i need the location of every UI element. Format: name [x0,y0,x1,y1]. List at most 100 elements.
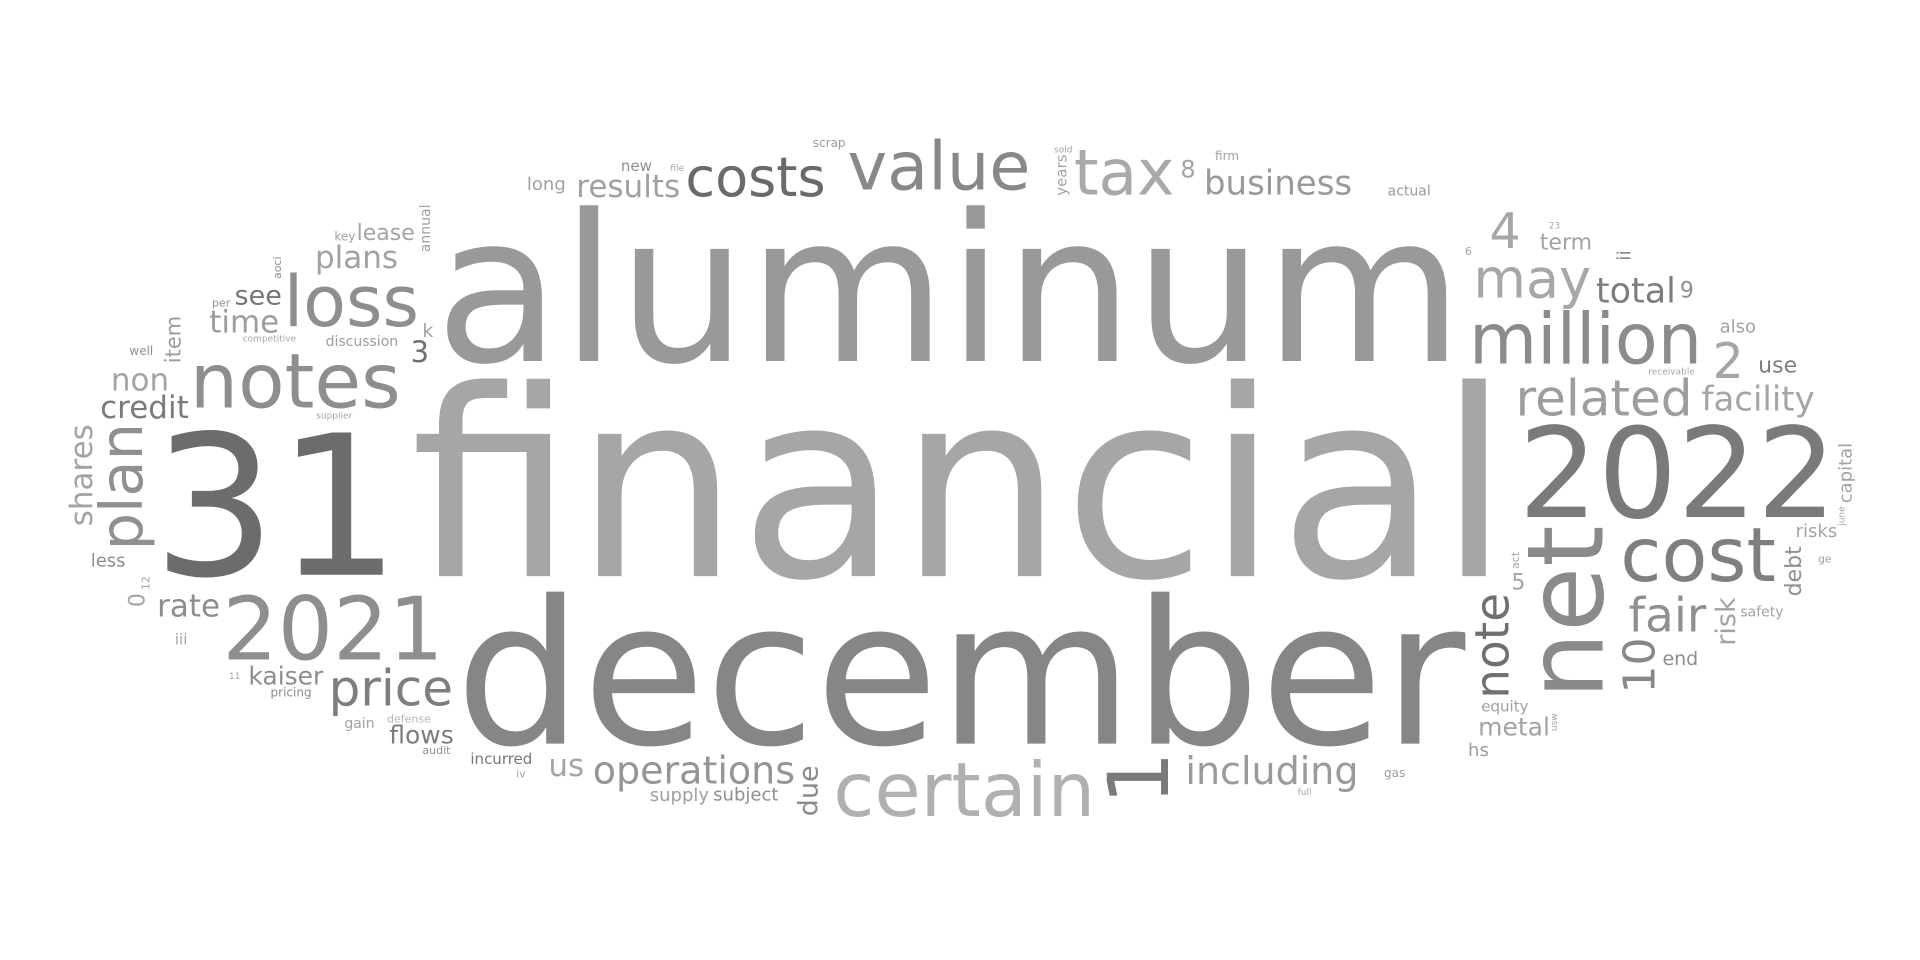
cloud-word: actual [1388,183,1431,199]
cloud-word: use [1758,354,1797,379]
cloud-word: december [455,559,1466,792]
cloud-word: new [621,157,652,175]
cloud-word: 23 [1549,221,1560,231]
cloud-word: ii [1613,250,1635,261]
cloud-word: annual [418,205,434,253]
cloud-word: total [1596,271,1676,311]
cloud-word: supplier [316,412,352,422]
cloud-word: long [527,174,566,195]
cloud-word: debt [1782,546,1807,596]
cloud-word: lease [357,221,415,246]
cloud-word: gain [344,716,374,732]
cloud-word: due [793,765,824,816]
cloud-word: iv [516,767,526,780]
cloud-word: 31 [152,394,400,621]
cloud-word: price [329,660,453,718]
cloud-word: business [1204,163,1352,203]
cloud-word: well [129,344,153,358]
cloud-word: years [1052,154,1070,195]
cloud-word: plans [315,240,398,276]
cloud-word: supply [650,785,710,806]
cloud-word: 6 [1465,245,1472,258]
cloud-word: 12 [139,576,152,590]
cloud-word: value [848,127,1031,205]
cloud-word: 11 [229,672,240,682]
cloud-word: subject [713,784,778,805]
cloud-word: firm [1215,149,1239,163]
cloud-word: usw [1550,713,1560,731]
cloud-word: risk [1711,597,1742,646]
cloud-word: sold [1054,146,1072,156]
cloud-word: 1 [1090,751,1188,804]
cloud-word: june [1837,506,1847,527]
cloud-word: item [161,316,185,363]
cloud-word: certain [833,746,1095,834]
cloud-word: notes [190,336,401,425]
cloud-word: 5 [1511,570,1525,595]
cloud-word: less [91,550,126,571]
cloud-word: scrap [813,136,846,150]
cloud-word: defense [387,712,431,725]
cloud-word: operations [593,748,795,792]
cloud-word: 2021 [222,578,443,680]
cloud-word: end [1662,648,1698,670]
cloud-word: financial [411,336,1510,638]
cloud-word: file [670,164,684,174]
cloud-word: iii [175,631,188,649]
cloud-word: 2 [1713,333,1744,390]
cloud-word: results [576,169,680,205]
cloud-word: 9 [1680,278,1694,303]
cloud-word: safety [1740,604,1783,620]
cloud-word: 2022 [1518,402,1836,547]
cloud-word: net [1504,525,1627,699]
cloud-word: also [1720,316,1756,337]
cloud-word: 8 [1180,156,1195,184]
cloud-word: k [422,320,433,342]
cloud-word: tax [1074,137,1175,210]
cloud-word: costs [685,146,825,209]
cloud-word: discussion [326,334,399,350]
cloud-word: cost [1620,511,1776,599]
cloud-word: time [209,304,279,340]
cloud-word: kaiser [248,662,324,691]
cloud-word: risks [1796,521,1838,542]
cloud-word: term [1540,231,1592,256]
cloud-word: receivable [1648,368,1695,378]
cloud-word: plan [87,423,156,550]
cloud-word: million [1469,298,1702,380]
cloud-word: per [212,297,231,310]
cloud-word: including [1185,749,1358,793]
cloud-word: see [235,280,282,311]
cloud-word: facility [1701,379,1814,419]
cloud-word: metal [1478,712,1550,741]
cloud-word: hs [1468,740,1489,761]
cloud-word: 3 [411,335,429,369]
cloud-word: aoci [271,256,284,279]
cloud-word: act [1509,551,1522,569]
cloud-word: competitive [243,335,297,345]
cloud-word: 0 [126,593,151,607]
cloud-word: ge [1818,553,1832,566]
cloud-word: equity [1481,698,1528,716]
cloud-word: full [1298,788,1312,798]
cloud-word: audit [422,744,451,757]
cloud-word: aluminum [435,172,1464,410]
cloud-word: note [1466,593,1521,699]
cloud-word: loss [284,261,419,343]
cloud-word: shares [64,424,100,526]
cloud-word: key [334,230,355,244]
cloud-word: gas [1384,766,1405,780]
cloud-word: credit [100,390,189,426]
cloud-word: us [548,748,584,784]
cloud-word: pricing [271,686,312,700]
cloud-word: 10 [1615,637,1666,693]
cloud-word: may [1473,247,1591,310]
cloud-word: related [1516,370,1693,428]
cloud-word: flows [389,721,454,750]
cloud-word: non [111,362,169,398]
cloud-word: 4 [1489,203,1520,260]
cloud-word: rate [157,589,220,625]
cloud-word: fair [1628,588,1706,643]
cloud-word: incurred [470,750,532,768]
